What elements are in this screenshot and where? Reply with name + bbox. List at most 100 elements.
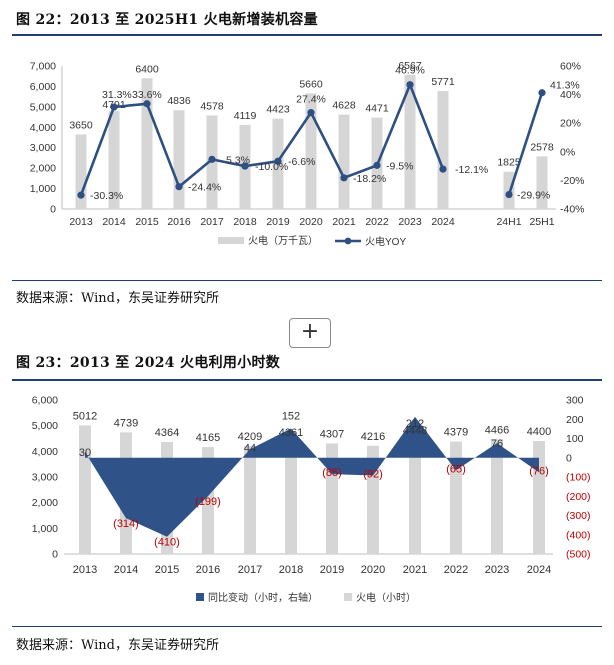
yoy-point-2016 xyxy=(175,183,183,191)
figure-22-source: 数据来源：Wind，东吴证券研究所 xyxy=(16,291,219,306)
bar-value-label: 4578 xyxy=(200,100,224,112)
area-value-label: (65) xyxy=(446,463,466,475)
bar-2023 xyxy=(491,439,503,554)
bar-value-label: 4466 xyxy=(485,424,509,436)
bar-2015 xyxy=(141,78,153,209)
x-tick-label: 2024 xyxy=(431,216,455,228)
yoy-value-label: -24.4% xyxy=(188,182,221,194)
area-value-label: 30 xyxy=(79,447,91,459)
bar-2018 xyxy=(285,442,297,554)
left-tick-label: 0 xyxy=(50,204,56,216)
left-tick-label: 2,000 xyxy=(32,497,58,509)
yoy-point-2024 xyxy=(439,165,447,173)
yoy-value-label: 5.3% xyxy=(226,154,250,166)
bar-value-label: 4400 xyxy=(527,426,551,438)
bar-value-label: 1825 xyxy=(497,157,521,169)
x-tick-label: 2015 xyxy=(155,564,179,576)
yoy-line-path xyxy=(507,92,544,196)
figure-23-source: 数据来源：Wind，东吴证券研究所 xyxy=(16,638,219,653)
bar-2024 xyxy=(437,91,449,209)
left-tick-label: 5,000 xyxy=(30,101,56,113)
bar-2016 xyxy=(173,110,185,209)
x-tick-label: 2022 xyxy=(444,564,468,576)
yoy-point-2015 xyxy=(143,100,151,108)
yoy-point-2013 xyxy=(77,191,85,199)
bar-value-label: 4216 xyxy=(361,431,385,443)
x-tick-label: 2023 xyxy=(485,564,509,576)
yoy-point-2022 xyxy=(373,161,381,169)
x-tick-label: 2017 xyxy=(200,216,224,228)
bar-2017 xyxy=(244,445,256,554)
yoy-value-label: 31.3% xyxy=(102,89,132,101)
bar-value-label: 4209 xyxy=(238,431,262,443)
area-value-label: (410) xyxy=(154,537,180,549)
bar-value-label: 2578 xyxy=(530,141,554,153)
yoy-point-2019 xyxy=(274,157,282,165)
legend-line-marker xyxy=(344,237,352,245)
chart-23-svg: 0 1,000 2,000 3,000 4,000 5,000 6,000 (500) (400… xyxy=(32,395,591,605)
bar-value-label: 4448 xyxy=(403,425,427,437)
bar-2013 xyxy=(75,134,87,209)
x-tick-label: 2019 xyxy=(266,216,290,228)
bar-value-label: 4119 xyxy=(234,110,257,122)
yoy-point-2014 xyxy=(110,103,118,111)
x-tick-label: 2023 xyxy=(398,216,422,228)
left-tick-label: 2,000 xyxy=(30,163,56,175)
right-tick-label: (100) xyxy=(566,472,591,484)
bar-value-label: 4379 xyxy=(444,427,468,439)
yoy-point-24H1 xyxy=(505,190,513,199)
area-value-label: (199) xyxy=(195,496,221,508)
bar-2021 xyxy=(338,114,350,209)
right-tick-label: 0% xyxy=(560,146,575,158)
bar-2023 xyxy=(404,74,416,209)
x-tick-label: 2018 xyxy=(279,564,303,576)
legend-area-swatch xyxy=(196,593,204,601)
x-tick-label: 2016 xyxy=(196,564,220,576)
yoy-point-2023 xyxy=(406,81,414,89)
x-tick-label: 2018 xyxy=(233,216,257,228)
yoy-value-label: -30.3% xyxy=(90,190,123,202)
area-value-label: 44 xyxy=(244,442,256,454)
yoy-value-label: -9.5% xyxy=(386,160,413,172)
yoy-value-label: -29.9% xyxy=(517,190,550,202)
bar-value-label: 5660 xyxy=(299,78,323,90)
left-tick-label: 1,000 xyxy=(32,523,58,535)
left-tick-label: 0 xyxy=(52,549,58,561)
legend-area-label: 同比变动（小时，右轴） xyxy=(208,591,318,604)
bar-value-label: 6400 xyxy=(135,63,159,75)
right-tick-label: (500) xyxy=(566,549,591,561)
area-value-label: (76) xyxy=(529,465,549,477)
bar-25H1 xyxy=(536,156,548,209)
left-tick-label: 6,000 xyxy=(32,395,58,407)
yoy-value-label: -6.6% xyxy=(288,156,315,168)
x-tick-label: 2013 xyxy=(69,216,93,228)
x-tick-label: 2019 xyxy=(320,564,344,576)
right-tick-label: 0 xyxy=(566,452,572,464)
figure-23-bottom-rule xyxy=(12,626,602,627)
yoy-value-label: 41.3% xyxy=(550,80,580,92)
x-tick-label: 2024 xyxy=(527,564,551,576)
right-tick-label: 200 xyxy=(566,414,584,426)
bar-value-label: 4165 xyxy=(196,432,220,444)
yoy-value-label: -12.1% xyxy=(455,164,488,176)
add-button[interactable]: + xyxy=(289,318,331,348)
yoy-value-label: 27.4% xyxy=(296,94,326,106)
yoy-value-label: 33.6% xyxy=(132,89,162,101)
right-tick-label: -20% xyxy=(560,175,585,187)
x-tick-label: 2014 xyxy=(114,564,138,576)
yoy-area xyxy=(85,416,539,537)
bar-2021 xyxy=(409,439,421,554)
bar-2014 xyxy=(108,111,120,209)
x-tick-label: 24H1 xyxy=(496,216,521,228)
bar-value-label: 5012 xyxy=(73,410,97,422)
left-tick-label: 3,000 xyxy=(30,142,56,154)
bar-24H1 xyxy=(503,171,515,209)
legend-bar-label: 火电（万千瓦） xyxy=(248,234,318,247)
yoy-value-label: -10.0% xyxy=(255,161,288,173)
right-tick-label: (300) xyxy=(566,510,591,522)
yoy-value-label: 46.9% xyxy=(395,65,425,77)
figure-23-title: 图 23：2013 至 2024 火电利用小时数 xyxy=(16,355,281,371)
x-tick-label: 2017 xyxy=(238,564,262,576)
bar-value-label: 4361 xyxy=(279,427,303,439)
yoy-point-2017 xyxy=(208,155,216,163)
